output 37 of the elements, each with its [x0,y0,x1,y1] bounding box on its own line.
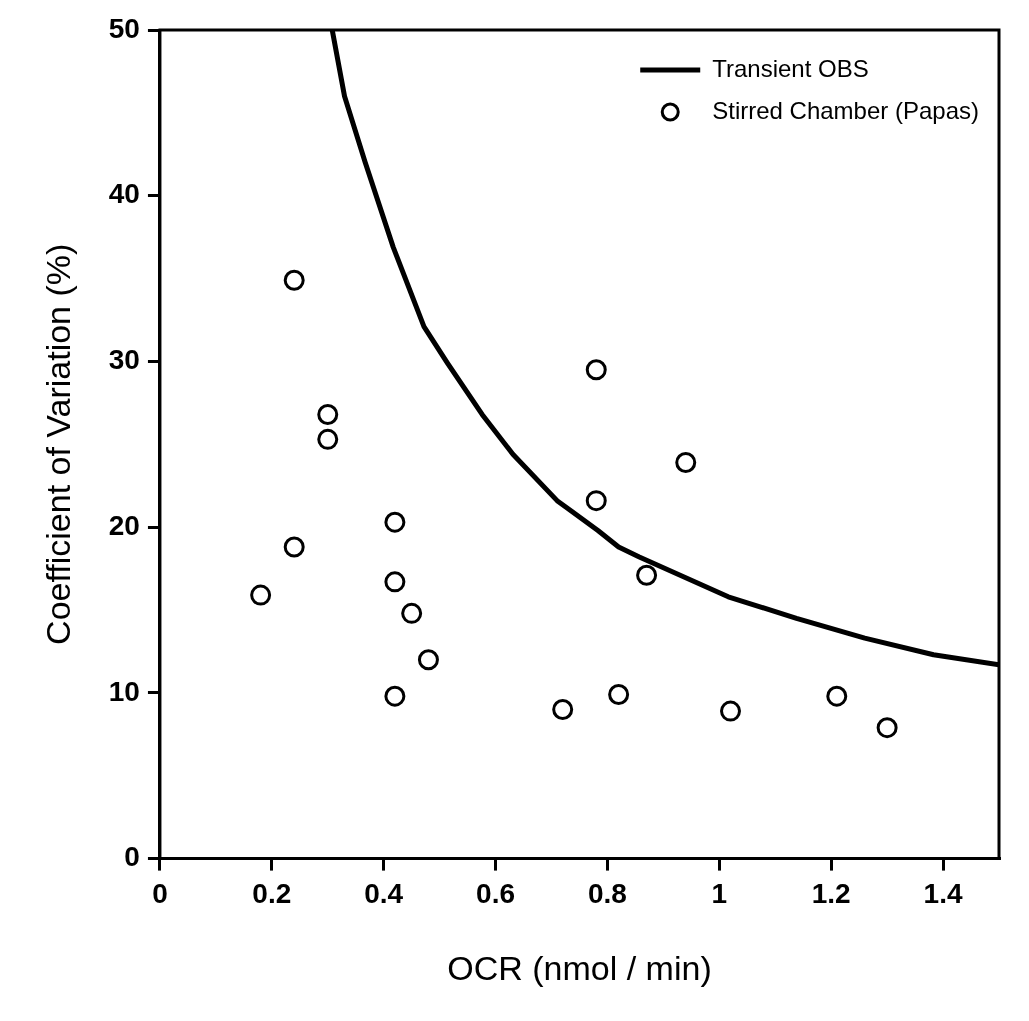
point [317,403,339,425]
point [585,490,607,512]
point [720,700,741,722]
point [250,584,272,606]
x-tick-label: 0.8 [587,878,627,910]
point [401,602,423,624]
x-tick-label: 0.6 [476,878,516,910]
y-tick-label: 10 [108,675,140,707]
point [876,717,898,739]
point [384,511,406,533]
point [283,536,305,558]
y-tick-label: 30 [108,344,140,376]
point [417,649,439,671]
legend-label: Stirred Chamber (Papas) [712,96,979,124]
legend-label: Transient OBS [712,54,869,82]
point [384,571,406,593]
x-tick-label: 1.4 [923,878,963,910]
point [317,428,339,450]
y-tick-label: 40 [108,178,140,210]
point [585,359,607,381]
point [608,684,630,706]
y-tick-label: 50 [108,12,140,44]
x-axis-title: OCR (nmol / min) [447,948,712,987]
point [826,685,848,707]
x-tick-label: 1 [711,878,728,910]
point [552,698,574,720]
y-tick-label: 20 [108,509,140,541]
point [636,564,658,586]
x-tick-label: 1.2 [811,878,851,910]
x-tick-label: 0 [152,878,168,910]
point [384,685,406,707]
y-tick-label: 0 [124,841,140,873]
x-tick-label: 0.2 [252,878,292,910]
x-tick-label: 0.4 [364,878,404,910]
point [283,269,305,291]
point [675,452,697,474]
y-axis-title: Coefficient of Variation (%) [38,243,77,645]
